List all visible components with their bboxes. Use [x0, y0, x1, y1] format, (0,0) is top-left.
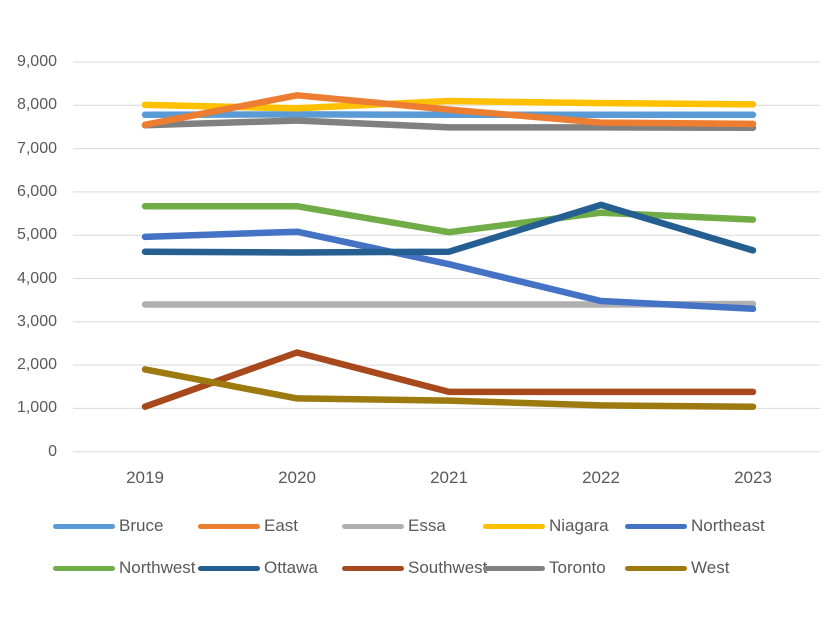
legend-swatch-bruce: [53, 523, 115, 529]
y-axis-tick-label: 6,000: [16, 183, 57, 200]
legend-label-northwest: Northwest: [119, 558, 196, 577]
x-axis-tick-label: 2020: [278, 468, 316, 487]
legend-label-southwest: Southwest: [408, 558, 488, 577]
legend-item-southwest: Southwest: [342, 558, 487, 578]
x-axis-tick-label: 2019: [126, 468, 164, 487]
legend-item-northeast: Northeast: [625, 516, 765, 536]
series-line-east: [141, 92, 757, 129]
legend-label-east: East: [264, 516, 299, 535]
legend-swatch-northwest: [53, 565, 115, 571]
series-line-southwest: [141, 349, 757, 410]
series-line-ottawa: [141, 201, 757, 256]
legend-label-bruce: Bruce: [119, 516, 164, 535]
legend-item-ottawa: Ottawa: [198, 558, 318, 578]
y-axis-tick-label: 0: [48, 443, 57, 460]
legend-item-east: East: [198, 516, 298, 536]
y-axis-tick-label: 5,000: [16, 226, 57, 243]
legend-swatch-ottawa: [198, 565, 260, 571]
legend-swatch-niagara: [483, 523, 545, 529]
legend-swatch-west: [625, 565, 687, 571]
x-axis-tick-label: 2022: [582, 468, 620, 487]
legend-item-bruce: Bruce: [53, 516, 163, 536]
legend-item-niagara: Niagara: [483, 516, 609, 536]
series-line-northwest: [141, 202, 757, 236]
y-axis-tick-label: 1,000: [16, 399, 57, 416]
series-line-toronto: [141, 117, 757, 132]
legend-label-toronto: Toronto: [549, 558, 606, 577]
legend-swatch-southwest: [342, 565, 404, 571]
series-line-northeast: [141, 228, 757, 313]
legend-label-niagara: Niagara: [549, 516, 609, 535]
x-axis-tick-label: 2023: [734, 468, 772, 487]
y-axis-tick-label: 7,000: [16, 140, 57, 157]
legend-label-west: West: [691, 558, 730, 577]
y-axis-tick-label: 8,000: [16, 96, 57, 113]
legend-label-northeast: Northeast: [691, 516, 765, 535]
y-axis-tick-label: 4,000: [16, 270, 57, 287]
legend-swatch-toronto: [483, 565, 545, 571]
legend-swatch-essa: [342, 523, 404, 529]
y-axis-tick-label: 2,000: [16, 356, 57, 373]
legend-item-toronto: Toronto: [483, 558, 606, 578]
legend-item-northwest: Northwest: [53, 558, 196, 578]
x-axis-tick-label: 2021: [430, 468, 468, 487]
legend-label-essa: Essa: [408, 516, 446, 535]
legend-item-essa: Essa: [342, 516, 446, 536]
y-axis-tick-label: 3,000: [16, 313, 57, 330]
legend-swatch-northeast: [625, 523, 687, 529]
legend-swatch-east: [198, 523, 260, 529]
legend-label-ottawa: Ottawa: [264, 558, 318, 577]
y-axis-tick-label: 9,000: [16, 53, 57, 70]
legend-item-west: West: [625, 558, 729, 578]
series-line-west: [141, 366, 757, 410]
